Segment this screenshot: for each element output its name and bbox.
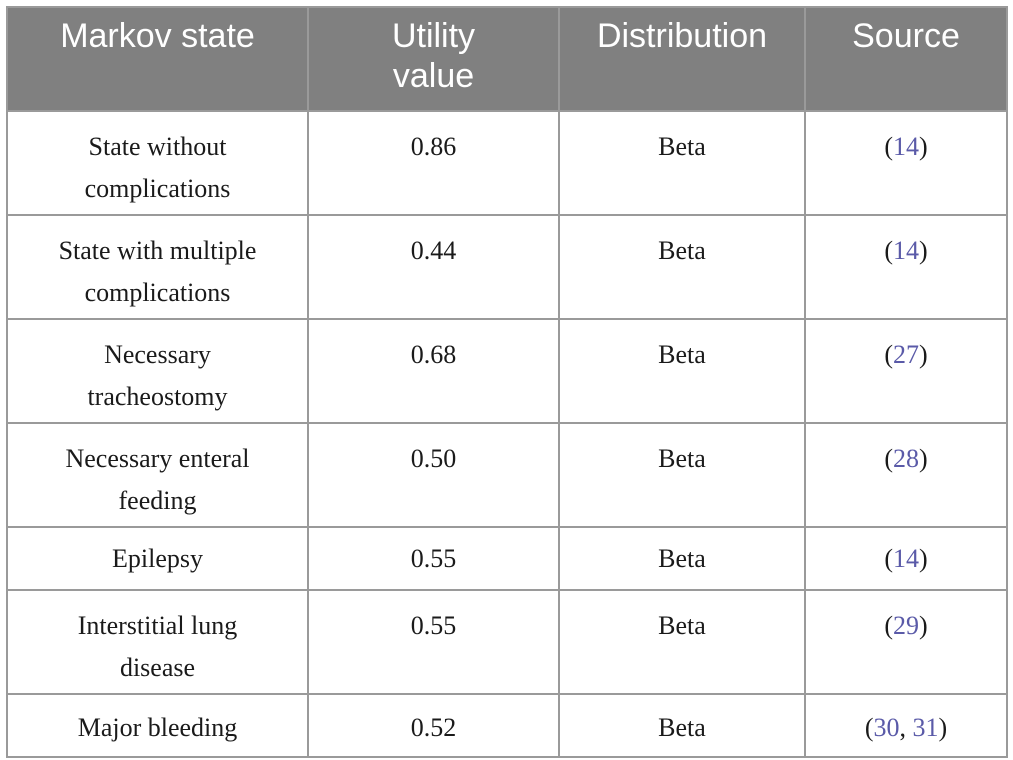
table-row: Epilepsy 0.55 Beta (14) bbox=[6, 526, 1008, 591]
source-ref-link[interactable]: 29 bbox=[893, 611, 919, 640]
utility-table: Markov state Utility value Distribution … bbox=[6, 6, 1008, 758]
cell-utility: 0.86 bbox=[307, 110, 560, 216]
cell-source: (27) bbox=[804, 318, 1008, 424]
source-ref-link[interactable]: 14 bbox=[893, 132, 919, 161]
cell-source: (28) bbox=[804, 422, 1008, 528]
table-row: Major bleeding 0.52 Beta (30, 31) bbox=[6, 693, 1008, 758]
table-row: State without complications 0.86 Beta (1… bbox=[6, 110, 1008, 216]
table-row: Interstitial lung disease 0.55 Beta (29) bbox=[6, 589, 1008, 695]
cell-utility: 0.55 bbox=[307, 526, 560, 591]
table-row: Necessary enteral feeding 0.50 Beta (28) bbox=[6, 422, 1008, 528]
cell-utility: 0.44 bbox=[307, 214, 560, 320]
source-ref-link[interactable]: 31 bbox=[912, 713, 939, 742]
cell-utility: 0.55 bbox=[307, 589, 560, 695]
header-distribution: Distribution bbox=[558, 6, 806, 112]
source-ref-link[interactable]: 14 bbox=[893, 236, 919, 265]
cell-source: (30, 31) bbox=[804, 693, 1008, 758]
cell-distribution: Beta bbox=[558, 214, 806, 320]
table-row: State with multiple complications 0.44 B… bbox=[6, 214, 1008, 320]
cell-state: Necessary tracheostomy bbox=[6, 318, 309, 424]
cell-state: Epilepsy bbox=[6, 526, 309, 591]
header-row: Markov state Utility value Distribution … bbox=[6, 6, 1008, 112]
cell-distribution: Beta bbox=[558, 693, 806, 758]
cell-source: (14) bbox=[804, 110, 1008, 216]
cell-distribution: Beta bbox=[558, 318, 806, 424]
cell-distribution: Beta bbox=[558, 589, 806, 695]
source-ref-link[interactable]: 28 bbox=[893, 444, 919, 473]
cell-distribution: Beta bbox=[558, 422, 806, 528]
cell-distribution: Beta bbox=[558, 110, 806, 216]
cell-source: (14) bbox=[804, 526, 1008, 591]
header-markov-state: Markov state bbox=[6, 6, 309, 112]
table-row: Necessary tracheostomy 0.68 Beta (27) bbox=[6, 318, 1008, 424]
header-utility-value: Utility value bbox=[307, 6, 560, 112]
cell-state: Major bleeding bbox=[6, 693, 309, 758]
cell-state: State without complications bbox=[6, 110, 309, 216]
cell-utility: 0.52 bbox=[307, 693, 560, 758]
source-ref-link[interactable]: 27 bbox=[893, 340, 919, 369]
cell-state: Interstitial lung disease bbox=[6, 589, 309, 695]
source-ref-link[interactable]: 30 bbox=[873, 713, 900, 742]
cell-source: (29) bbox=[804, 589, 1008, 695]
cell-distribution: Beta bbox=[558, 526, 806, 591]
cell-state: Necessary enteral feeding bbox=[6, 422, 309, 528]
cell-utility: 0.68 bbox=[307, 318, 560, 424]
source-ref-link[interactable]: 14 bbox=[893, 544, 919, 573]
cell-source: (14) bbox=[804, 214, 1008, 320]
cell-state: State with multiple complications bbox=[6, 214, 309, 320]
cell-utility: 0.50 bbox=[307, 422, 560, 528]
header-source: Source bbox=[804, 6, 1008, 112]
